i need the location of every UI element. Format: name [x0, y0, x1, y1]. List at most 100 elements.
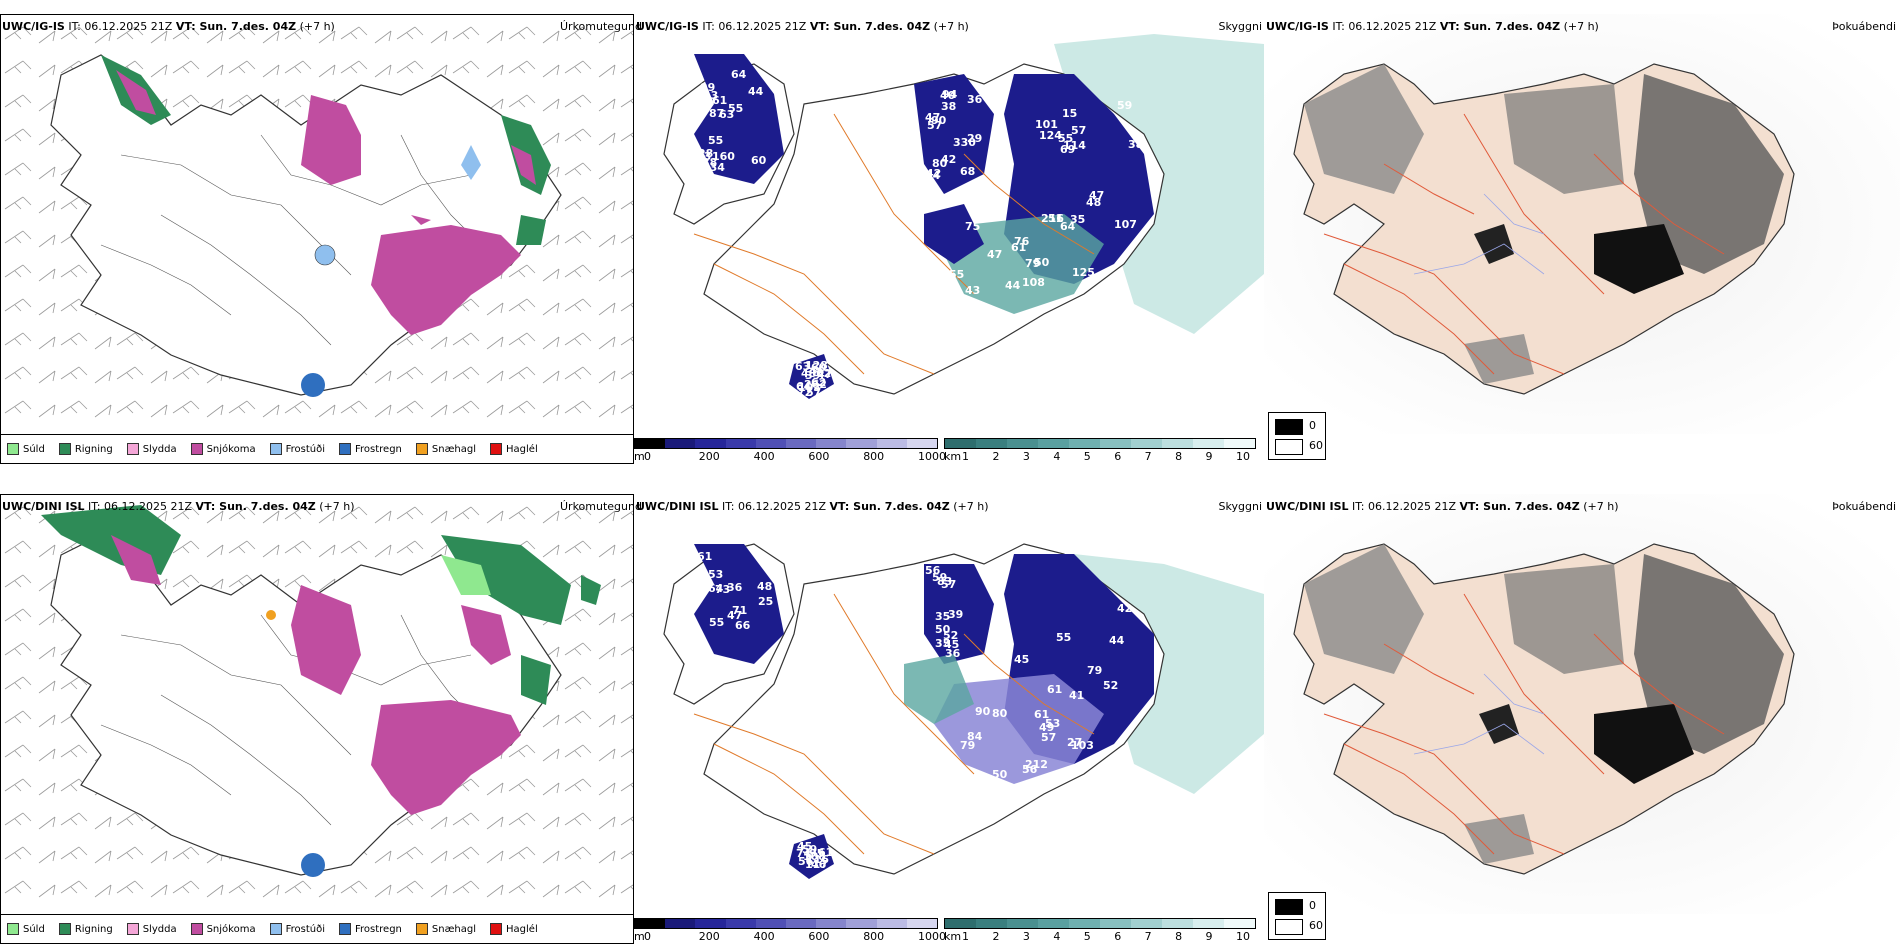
legend-label: Haglél [506, 923, 538, 935]
cloud-height-label: 48 [801, 367, 816, 380]
legend-swatch-sudl [7, 443, 19, 455]
colorbar-segment [635, 439, 666, 448]
cloud-height-label: 72 [797, 386, 812, 399]
cloud-height-label: 44 [1005, 279, 1021, 292]
cloud-height-label: 94 [942, 88, 958, 101]
legend-swatch-haglel [490, 443, 503, 455]
legend-item: Slydda [126, 923, 177, 935]
cloud-height-label: 64 [708, 582, 724, 595]
fog-legend-row2: 0 60 [1268, 892, 1326, 940]
cloud-height-label: 53 [708, 568, 723, 581]
cloud-height-label: 57 [927, 119, 942, 132]
legend-label: Frostúði [285, 923, 325, 935]
colorbar-segment [1193, 919, 1224, 928]
title-lead: (+7 h) [315, 500, 355, 513]
cloud-height-label: 99 [700, 81, 715, 94]
cloud-height-label: 330 [953, 136, 976, 149]
legend-label: Slydda [142, 443, 177, 455]
legend-item: Snjókoma [190, 443, 256, 455]
cloud-height-label: 61 [1011, 241, 1026, 254]
cloud-height-label: 52 [938, 277, 953, 290]
colorbar-segment [695, 919, 726, 928]
legend-swatch-rigning [58, 443, 71, 455]
cloud-height-label: 48 [1086, 196, 1101, 209]
cloud-height-label: 57 [806, 386, 821, 399]
fog-legend-swatch-dark [1275, 419, 1303, 435]
colorbar-segment [816, 439, 847, 448]
cloud-height-label: 108 [803, 850, 826, 863]
precip-map-row2 [1, 495, 633, 915]
precip-panel-row2: Súld Rigning Slydda Snjókoma Frostúði Fr… [0, 494, 634, 944]
cloud-height-label: 36 [727, 581, 743, 594]
legend-label: Frostregn [355, 443, 402, 455]
legend-item: Súld [7, 923, 45, 935]
colorbar-tick: 800 [863, 450, 885, 463]
cloud-height-label: 47 [925, 111, 940, 124]
visibility-colorbar-strip [944, 918, 1256, 929]
precip-map-frame: Súld Rigning Slydda Snjókoma Frostúði Fr… [0, 14, 634, 464]
colorbar-unit: km [944, 450, 962, 463]
cloud-height-label: 56 [925, 564, 941, 577]
colorbar-segment [725, 919, 756, 928]
cloud-height-label: 71 [732, 604, 747, 617]
title-vt: VT: Sun. 7.des. 04Z [195, 500, 316, 513]
title-model: UWC/IG-IS [636, 20, 699, 33]
cloud-height-label: 44 [748, 85, 764, 98]
height-colorbar-strip [634, 918, 938, 929]
title-model: UWC/IG-IS [2, 20, 65, 33]
cloud-height-label: 47 [817, 368, 832, 381]
fog-legend-label: 60 [1309, 919, 1323, 932]
legend-label: Slydda [142, 923, 177, 935]
colorbar-segment [945, 919, 976, 928]
colorbar-segment [786, 919, 817, 928]
colorbar-segment [1100, 439, 1131, 448]
colorbar-segment [725, 439, 756, 448]
title-lead: (+7 h) [949, 500, 989, 513]
cloud-height-label: 95 [809, 847, 824, 860]
fog-map-row1 [1264, 14, 1900, 434]
cloud-height-label: 57 [941, 578, 956, 591]
colorbar-segment [1162, 919, 1193, 928]
colorbar-segment [876, 919, 907, 928]
title-lead: (+7 h) [1560, 20, 1599, 33]
colorbar-unit: m [634, 450, 645, 463]
legend-item: Snæhagl [415, 923, 476, 935]
legend-swatch-sudl [7, 923, 19, 935]
fog-legend-swatch-dark [1275, 899, 1303, 915]
title-it: IT: 06.12.2025 21Z [84, 500, 196, 513]
cloud-height-label: 45 [1014, 653, 1029, 666]
cloud-height-label: 38 [1128, 138, 1143, 151]
cloud-height-label: 59 [802, 843, 817, 856]
colorbar-tick: 600 [808, 450, 830, 463]
colorbar-tick: 9 [1205, 450, 1213, 463]
cloud-height-label: 79 [960, 739, 975, 752]
colorbar-tick: 10 [1236, 450, 1250, 463]
panel-right-label: Skyggni [1218, 500, 1262, 513]
title-vt: VT: Sun. 7.des. 04Z [1459, 500, 1580, 513]
cloud-height-label: 36 [945, 647, 961, 660]
title-model: UWC/DINI ISL [1266, 500, 1349, 513]
cloud-height-label: 61 [1047, 683, 1062, 696]
colorbar-tick: 0 [644, 450, 651, 463]
legend-item: Haglél [490, 443, 538, 455]
cloud-height-label: 56 [1022, 763, 1038, 776]
cloud-height-label: 107 [1114, 218, 1137, 231]
colorbar-segment [976, 439, 1007, 448]
cloud-height-label: 39 [948, 608, 963, 621]
cloud-height-label: 55 [1056, 631, 1071, 644]
colorbar-tick: 3 [1022, 930, 1030, 943]
title-model: UWC/DINI ISL [636, 500, 719, 513]
colorbar-tick: 200 [698, 450, 720, 463]
cloud-height-label: 57 [1071, 124, 1086, 137]
cloud-height-label: 64 [731, 68, 747, 81]
legend-label: Snjókoma [206, 923, 256, 935]
cloud-height-label: 61 [697, 550, 712, 563]
cloud-height-label: 55 [1058, 132, 1073, 145]
title-it: IT: 06.12.2025 21Z [1348, 500, 1460, 513]
cloud-height-label: 13 [939, 770, 954, 783]
cloud-height-label: 73 [715, 583, 730, 596]
colorbar-tick: 1 [962, 450, 969, 463]
legend-label: Snjókoma [206, 443, 256, 455]
cloud-height-label: 59 [932, 571, 947, 584]
fog-legend-label: 60 [1309, 439, 1323, 452]
